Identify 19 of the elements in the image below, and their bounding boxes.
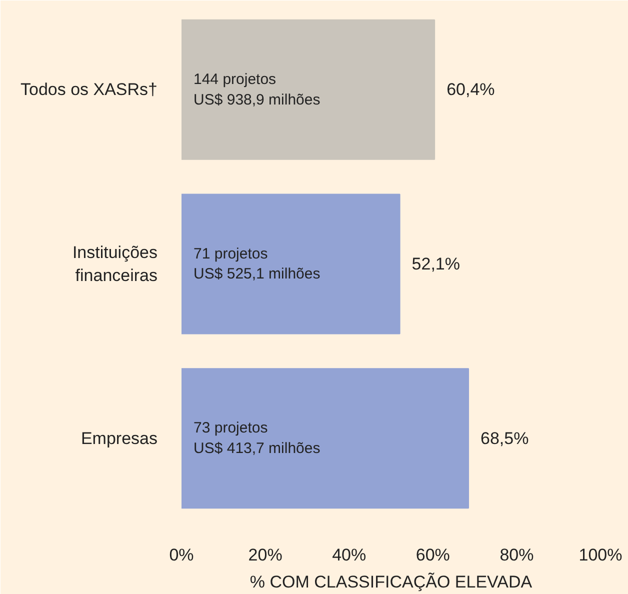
x-tick-label: 40%: [332, 546, 366, 564]
annotation: 71 projetos US$ 525,1 milhões: [194, 245, 320, 283]
y-tick-label: Instituições financeiras: [72, 243, 158, 285]
data-label: 52,1%: [412, 254, 460, 274]
y-tick-label: Todos os XASRs†: [20, 80, 158, 100]
data-label: 60,4%: [446, 80, 495, 100]
x-tick-label: 80%: [500, 546, 534, 564]
bar: [182, 368, 470, 509]
x-tick-label: 20%: [248, 546, 282, 564]
bar: [182, 194, 400, 334]
annotation: 144 projetos US$ 938,9 milhões: [194, 70, 320, 108]
bar: [182, 19, 436, 160]
x-tick-label: 60%: [416, 546, 450, 564]
x-tick-label: 0%: [169, 546, 194, 564]
annotation: 73 projetos US$ 413,7 milhões: [194, 420, 320, 458]
y-tick-label: Empresas: [80, 428, 158, 448]
x-axis-title: % COM CLASSIFICAÇÃO ELEVADA: [250, 572, 533, 592]
x-tick-label: 100%: [578, 546, 622, 564]
data-label: 68,5%: [480, 428, 529, 448]
